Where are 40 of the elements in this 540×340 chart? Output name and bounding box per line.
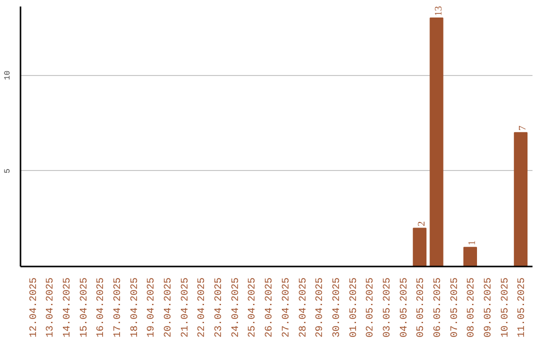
x-tick-label: 29.04.2025 xyxy=(315,277,326,338)
x-tick-label: 08.05.2025 xyxy=(466,277,478,338)
x-tick-label: 13.04.2025 xyxy=(46,277,57,338)
bar xyxy=(514,132,528,266)
x-tick-label: 24.04.2025 xyxy=(230,277,242,338)
data-label: 7 xyxy=(518,126,529,131)
x-tick-label: 22.04.2025 xyxy=(197,277,208,338)
x-tick-label: 11.05.2025 xyxy=(517,277,528,338)
x-tick-label: 03.05.2025 xyxy=(382,277,394,338)
data-label: 1 xyxy=(467,240,478,246)
x-tick-label: 17.04.2025 xyxy=(113,277,124,338)
x-tick-label: 20.04.2025 xyxy=(164,277,175,338)
x-tick-label: 04.05.2025 xyxy=(399,277,410,338)
bar xyxy=(430,17,444,266)
x-tick-label: 26.04.2025 xyxy=(264,277,276,338)
x-tick-label: 15.04.2025 xyxy=(79,277,90,338)
x-tick-label: 30.04.2025 xyxy=(332,277,343,338)
x-tick-label: 16.04.2025 xyxy=(96,277,108,338)
x-tick-label: 02.05.2025 xyxy=(366,277,377,338)
data-label: 13 xyxy=(434,6,444,16)
x-tick-label: 18.04.2025 xyxy=(130,277,141,338)
x-tick-label: 10.05.2025 xyxy=(500,277,512,338)
x-tick-label: 21.04.2025 xyxy=(180,277,192,338)
bar xyxy=(412,228,426,266)
x-tick-label: 28.04.2025 xyxy=(298,277,310,338)
x-tick-label: 27.04.2025 xyxy=(281,277,292,338)
bar xyxy=(463,246,477,266)
x-tick-label: 23.04.2025 xyxy=(214,277,226,338)
x-tick-label: 19.04.2025 xyxy=(146,277,158,338)
x-tick-label: 06.05.2025 xyxy=(433,277,444,338)
y-tick-label: 10 xyxy=(4,70,12,80)
data-label: 2 xyxy=(416,221,428,226)
x-tick-label: 05.05.2025 xyxy=(416,277,428,338)
y-tick-label: 5 xyxy=(4,168,12,174)
x-tick-label: 25.04.2025 xyxy=(248,277,259,338)
x-tick-label: 09.05.2025 xyxy=(484,277,495,338)
x-tick-label: 12.04.2025 xyxy=(28,277,40,338)
x-tick-label: 01.05.2025 xyxy=(348,277,360,338)
x-tick-label: 07.05.2025 xyxy=(450,277,461,338)
x-tick-label: 14.04.2025 xyxy=(62,277,74,338)
